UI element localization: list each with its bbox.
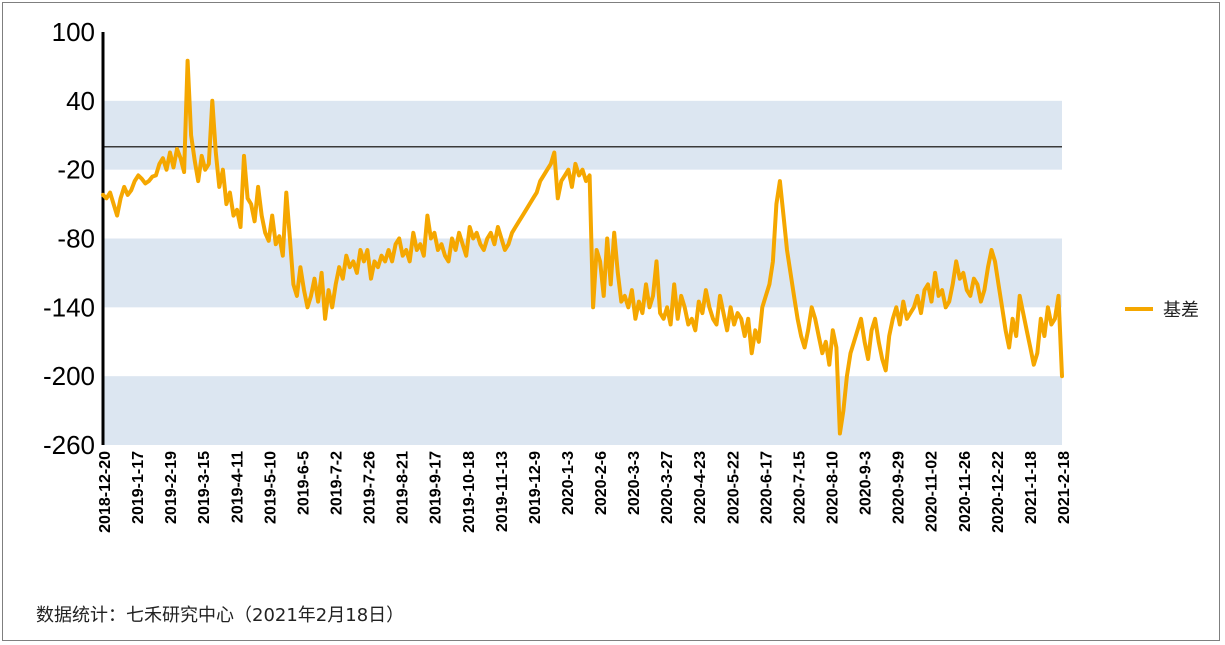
x-tick-label: 2020-11-02	[924, 451, 941, 532]
x-tick-label: 2020-5-22	[725, 451, 742, 524]
x-tick-label: 2018-12-20	[97, 451, 114, 533]
x-tick-label: 2019-6-5	[295, 451, 312, 515]
legend: 基差	[1125, 296, 1199, 322]
x-tick-label: 2020-3-27	[659, 451, 676, 524]
x-tick-label: 2020-12-22	[990, 451, 1007, 533]
x-tick-label: 2021-2-18	[1056, 451, 1073, 524]
x-tick-label: 2020-8-10	[825, 451, 842, 524]
x-tick-label: 2020-7-15	[791, 451, 808, 524]
legend-label: 基差	[1163, 300, 1199, 321]
x-tick-label: 2019-1-17	[130, 451, 147, 524]
x-tick-label: 2020-6-17	[758, 451, 775, 524]
shaded-band-1	[103, 238, 1062, 308]
x-tick-label: 2019-8-21	[395, 451, 412, 524]
y-tick-label: -20	[57, 155, 95, 185]
x-tick-label: 2019-5-10	[262, 451, 279, 524]
y-tick-label: -80	[57, 224, 95, 254]
x-tick-label: 2020-2-6	[593, 451, 610, 515]
x-tick-label: 2019-3-15	[196, 451, 213, 524]
shaded-band-2	[103, 100, 1062, 170]
y-tick-label: 40	[66, 86, 95, 116]
x-tick-label: 2019-9-17	[428, 451, 445, 524]
x-tick-label: 2020-9-3	[858, 451, 875, 515]
y-tick-label: -200	[43, 361, 95, 391]
source-note: 数据统计：七禾研究中心（2021年2月18日）	[36, 605, 405, 626]
x-tick-label: 2020-1-3	[560, 451, 577, 515]
x-tick-label: 2020-3-3	[626, 451, 643, 515]
y-tick-label: -140	[43, 292, 95, 322]
x-tick-label: 2019-10-18	[461, 451, 478, 533]
x-tick-label: 2019-11-13	[494, 451, 511, 532]
x-tick-label: 2019-4-11	[229, 451, 246, 523]
x-tick-label: 2019-7-2	[328, 451, 345, 515]
x-tick-label: 2020-4-23	[692, 451, 709, 524]
x-tick-label: 2019-2-19	[163, 451, 180, 524]
legend-swatch	[1125, 307, 1153, 311]
x-tick-label: 2019-12-9	[527, 451, 544, 524]
y-tick-label: -260	[43, 430, 95, 460]
series-line-0	[101, 58, 1064, 436]
x-tick-label: 2020-9-29	[891, 451, 908, 524]
x-tick-label: 2021-1-18	[1023, 451, 1040, 524]
y-tick-label: 100	[52, 17, 95, 47]
x-tick-label: 2020-11-26	[957, 451, 974, 532]
shaded-band-0	[103, 376, 1062, 445]
x-tick-label: 2019-7-26	[362, 451, 379, 524]
